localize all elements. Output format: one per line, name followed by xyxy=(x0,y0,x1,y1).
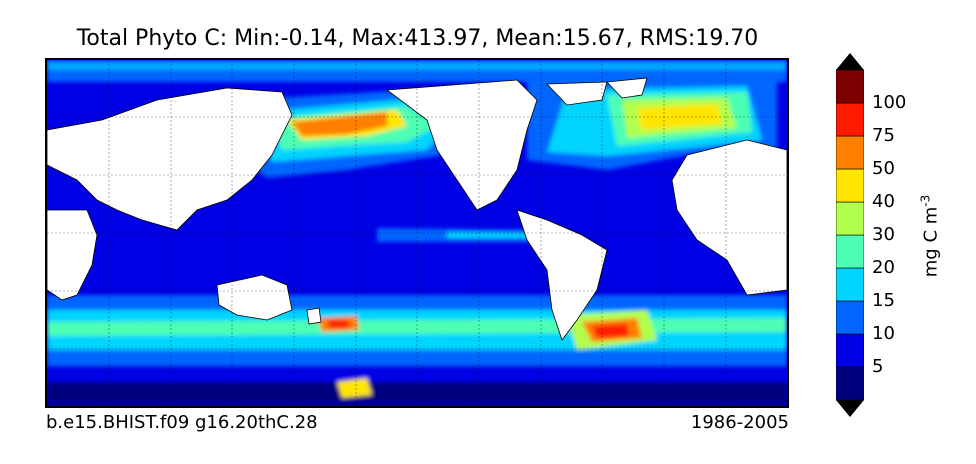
colorbar-unit-exponent: -3 xyxy=(918,194,933,207)
colorbar-tick-label: 15 xyxy=(872,290,895,311)
colorbar-tick-label: 30 xyxy=(872,224,895,245)
colorbar-tick-label: 40 xyxy=(872,191,895,212)
colorbar-segment xyxy=(836,333,864,368)
period-caption: 1986-2005 xyxy=(690,412,789,433)
colorbar-segment xyxy=(836,102,864,137)
colorbar-tick-label: 10 xyxy=(872,323,895,344)
colorbar-segment xyxy=(836,267,864,302)
map-gridlines xyxy=(47,60,787,406)
colorbar-unit-label: mg C m-3 xyxy=(919,195,942,277)
colorbar-segment xyxy=(836,168,864,203)
colorbar-segment xyxy=(836,300,864,335)
run-caption: b.e15.BHIST.f09 g16.20thC.28 xyxy=(46,412,318,433)
colorbar-tick-label: 20 xyxy=(872,257,895,278)
colorbar-tick-label: 50 xyxy=(872,158,895,179)
colorbar-tick-label: 100 xyxy=(872,92,907,113)
colorbar-segment xyxy=(836,366,864,401)
land-masses xyxy=(47,77,787,341)
map-panel xyxy=(45,58,789,408)
colorbar-extend-high xyxy=(836,53,864,70)
map-title: Total Phyto C: Min:-0.14, Max:413.97, Me… xyxy=(76,26,759,51)
colorbar-segment xyxy=(836,201,864,236)
colorbar-segment xyxy=(836,135,864,170)
colorbar xyxy=(836,53,864,417)
colorbar-tick-label: 75 xyxy=(872,125,895,146)
colorbar-unit: mg C m xyxy=(920,206,942,278)
colorbar-extend-low xyxy=(836,400,864,417)
colorbar-tick-label: 5 xyxy=(872,356,884,377)
colorbar-segment xyxy=(836,69,864,104)
colorbar-segment xyxy=(836,234,864,269)
phyto-map xyxy=(47,60,787,406)
